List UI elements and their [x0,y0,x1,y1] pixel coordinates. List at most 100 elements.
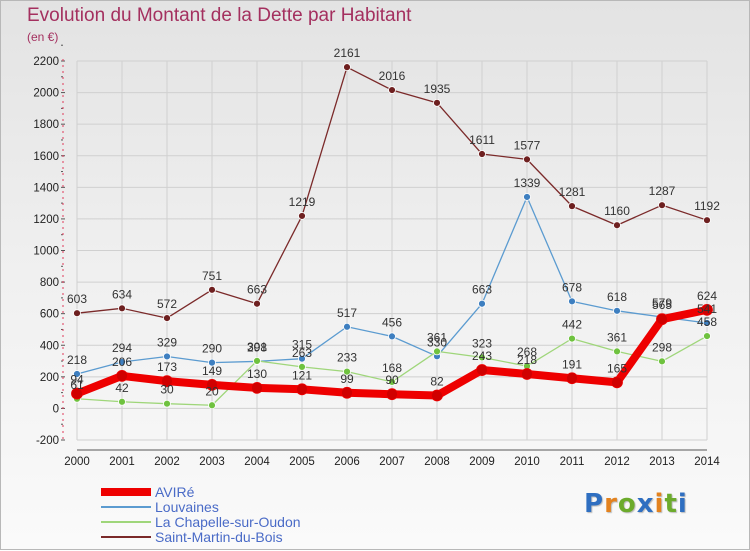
unit-label: (en €) [27,30,59,44]
x-tick-label: 2004 [244,456,270,468]
data-point [298,362,306,371]
data-point [73,309,81,318]
data-point [433,98,441,107]
data-label: 130 [247,367,267,381]
data-label: 1339 [514,176,541,190]
y-tick-label: 1000 [33,246,59,258]
data-point [388,377,396,386]
data-point [566,372,578,385]
data-point [433,347,441,356]
data-label: 42 [115,381,129,395]
data-point [568,334,576,343]
x-tick-label: 2009 [469,456,495,468]
data-point [613,221,621,230]
data-label: 634 [112,287,132,301]
x-tick-label: 2010 [514,456,540,468]
data-label: 579 [652,296,672,310]
data-label: 20 [205,384,219,398]
data-label-layer: 603 634 572 751 663 1219 2161 2016 1935 1611 1577 1… [67,46,720,398]
y-tick-label: 2200 [33,56,59,68]
data-point [343,63,351,72]
y-tick-label: 600 [40,309,59,321]
data-point [341,386,353,399]
data-label: 268 [517,345,537,359]
data-point [206,378,218,391]
data-point [476,364,488,376]
data-label: 618 [607,290,627,304]
data-label: 301 [247,340,267,354]
data-label: 218 [517,353,537,367]
data-label: 361 [427,330,447,344]
data-point [163,399,171,408]
data-label: 323 [472,336,492,350]
data-point [523,155,531,164]
data-point [208,401,216,410]
data-label: 329 [157,335,177,349]
logo-letter: i [654,489,665,519]
data-label: 82 [430,374,444,388]
data-point [568,297,576,306]
data-label: 218 [67,353,87,367]
data-point [208,285,216,294]
y-tick-label: 400 [40,340,59,352]
data-label: 263 [292,346,312,360]
data-label: 90 [385,373,399,387]
data-label: 99 [340,372,354,386]
data-label: 168 [382,361,402,375]
data-label: 572 [157,297,177,311]
legend-label-saint-martin: Saint-Martin-du-Bois [155,529,283,545]
data-point [611,376,623,389]
y-tick-label: 1200 [33,214,59,226]
data-label: 61 [70,378,84,392]
data-point [388,332,396,341]
data-label: 149 [202,364,222,378]
proxiti-logo: Proxiti [584,489,688,519]
data-point [658,201,666,210]
x-tick-label: 2013 [649,456,675,468]
data-label: 165 [607,361,627,375]
data-label: 330 [427,335,447,349]
data-point [251,381,263,394]
data-label: 517 [337,306,357,320]
data-label: 173 [157,360,177,374]
data-point [118,358,126,366]
logo-letter: t [664,489,678,519]
x-tick-label: 2003 [199,456,225,468]
legend-swatch-saint-martin [101,536,151,538]
data-label: 541 [697,302,717,316]
legend-swatch-la-chapelle [101,521,151,523]
data-label: 233 [337,351,357,365]
series-layer [71,63,713,410]
data-label: 442 [562,318,582,332]
data-point [386,388,398,401]
data-label: 663 [472,283,492,297]
data-label: 2016 [379,69,406,83]
data-point [73,370,81,378]
data-label: 1611 [469,133,495,147]
logo-letter: P [584,489,605,519]
x-tick-label: 2001 [109,456,135,468]
data-label: 624 [697,289,717,303]
data-label: 361 [607,330,627,344]
data-point [163,314,171,322]
logo-letter: o [617,489,637,519]
data-label: 603 [67,292,87,306]
legend-label-louvaines: Louvaines [155,499,219,515]
data-label: 298 [247,340,267,354]
y-tick-label: 0 [53,403,59,415]
data-point [703,319,711,327]
data-point [523,193,531,201]
y-tick-label: 2000 [33,88,59,100]
data-label: 206 [112,355,132,369]
data-label: 1287 [649,184,676,198]
legend-swatch-louvaines [101,506,151,508]
data-point [161,375,173,387]
legend-label-la-chapelle: La Chapelle-sur-Oudon [155,514,301,530]
data-label: 298 [652,340,672,354]
data-point [298,354,306,363]
data-point [478,299,486,308]
x-tick-label: 2005 [289,456,315,468]
x-tick-label: 2007 [379,456,405,468]
